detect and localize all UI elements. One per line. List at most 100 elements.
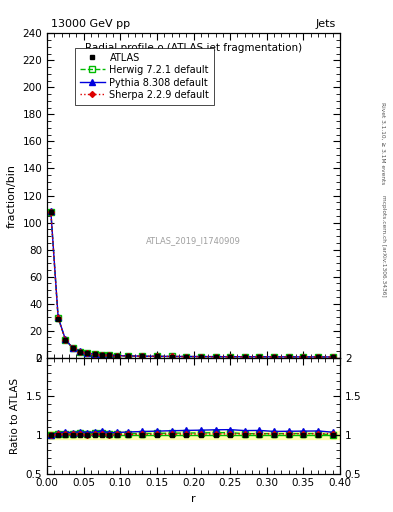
Bar xyxy=(47,431,340,439)
ATLAS xyxy=(184,353,189,359)
Text: Jets: Jets xyxy=(316,19,336,29)
Pythia 8.308 default xyxy=(169,353,174,359)
Pythia 8.308 default xyxy=(213,354,218,360)
Pythia 8.308 default xyxy=(316,354,320,360)
Herwig 7.2.1 default xyxy=(242,354,247,360)
Pythia 8.308 default xyxy=(228,354,233,360)
Sherpa 2.2.9 default xyxy=(100,352,105,358)
Pythia 8.308 default xyxy=(301,354,306,360)
Pythia 8.308 default xyxy=(140,353,145,359)
Sherpa 2.2.9 default xyxy=(114,353,119,359)
ATLAS xyxy=(63,337,68,343)
Sherpa 2.2.9 default xyxy=(85,350,90,356)
Herwig 7.2.1 default xyxy=(257,354,262,360)
Herwig 7.2.1 default xyxy=(78,349,83,355)
Pythia 8.308 default xyxy=(330,354,335,360)
Text: Rivet 3.1.10, ≥ 3.1M events: Rivet 3.1.10, ≥ 3.1M events xyxy=(381,102,386,184)
Sherpa 2.2.9 default xyxy=(56,315,61,322)
Sherpa 2.2.9 default xyxy=(272,354,276,360)
Y-axis label: Ratio to ATLAS: Ratio to ATLAS xyxy=(10,378,20,454)
Herwig 7.2.1 default xyxy=(154,353,159,359)
Sherpa 2.2.9 default xyxy=(257,354,262,360)
Line: ATLAS: ATLAS xyxy=(48,209,335,359)
Pythia 8.308 default xyxy=(242,354,247,360)
Line: Pythia 8.308 default: Pythia 8.308 default xyxy=(48,208,335,360)
Herwig 7.2.1 default xyxy=(213,354,218,360)
Herwig 7.2.1 default xyxy=(56,315,61,321)
ATLAS xyxy=(78,349,83,355)
Sherpa 2.2.9 default xyxy=(107,352,112,358)
Text: 13000 GeV pp: 13000 GeV pp xyxy=(51,19,130,29)
Herwig 7.2.1 default xyxy=(100,352,105,358)
Herwig 7.2.1 default xyxy=(184,353,189,359)
ATLAS xyxy=(242,354,247,360)
Herwig 7.2.1 default xyxy=(107,352,112,358)
Sherpa 2.2.9 default xyxy=(125,353,130,359)
Herwig 7.2.1 default xyxy=(125,353,130,359)
ATLAS xyxy=(107,352,112,358)
Y-axis label: fraction/bin: fraction/bin xyxy=(7,163,17,227)
Herwig 7.2.1 default xyxy=(330,354,335,360)
Sherpa 2.2.9 default xyxy=(184,353,189,359)
ATLAS xyxy=(70,345,75,351)
Pythia 8.308 default xyxy=(92,351,97,357)
ATLAS xyxy=(92,351,97,357)
ATLAS xyxy=(48,209,53,215)
Pythia 8.308 default xyxy=(85,350,90,356)
Sherpa 2.2.9 default xyxy=(78,349,83,355)
Herwig 7.2.1 default xyxy=(286,354,291,360)
Pythia 8.308 default xyxy=(63,336,68,343)
Pythia 8.308 default xyxy=(48,208,53,214)
Sherpa 2.2.9 default xyxy=(63,337,68,343)
Herwig 7.2.1 default xyxy=(272,354,276,360)
Herwig 7.2.1 default xyxy=(316,354,320,360)
Pythia 8.308 default xyxy=(272,354,276,360)
Pythia 8.308 default xyxy=(125,353,130,359)
Text: mcplots.cern.ch [arXiv:1306.3436]: mcplots.cern.ch [arXiv:1306.3436] xyxy=(381,195,386,296)
Sherpa 2.2.9 default xyxy=(140,353,145,359)
ATLAS xyxy=(56,315,61,322)
Pythia 8.308 default xyxy=(257,354,262,360)
Pythia 8.308 default xyxy=(286,354,291,360)
Pythia 8.308 default xyxy=(56,314,61,321)
Sherpa 2.2.9 default xyxy=(70,345,75,351)
Text: Radial profile ρ (ATLAS jet fragmentation): Radial profile ρ (ATLAS jet fragmentatio… xyxy=(85,43,302,53)
Sherpa 2.2.9 default xyxy=(330,354,335,360)
Pythia 8.308 default xyxy=(184,353,189,359)
Pythia 8.308 default xyxy=(198,353,203,359)
Sherpa 2.2.9 default xyxy=(198,354,203,360)
X-axis label: r: r xyxy=(191,494,196,504)
Herwig 7.2.1 default xyxy=(63,337,68,343)
Sherpa 2.2.9 default xyxy=(316,354,320,360)
ATLAS xyxy=(198,354,203,360)
ATLAS xyxy=(140,353,145,359)
ATLAS xyxy=(272,354,276,360)
Herwig 7.2.1 default xyxy=(228,354,233,360)
Herwig 7.2.1 default xyxy=(70,345,75,351)
Sherpa 2.2.9 default xyxy=(169,353,174,359)
Herwig 7.2.1 default xyxy=(48,209,53,215)
Herwig 7.2.1 default xyxy=(85,350,90,356)
Pythia 8.308 default xyxy=(154,353,159,359)
Pythia 8.308 default xyxy=(107,352,112,358)
ATLAS xyxy=(257,354,262,360)
Pythia 8.308 default xyxy=(114,353,119,359)
ATLAS xyxy=(301,354,306,360)
Text: ATLAS_2019_I1740909: ATLAS_2019_I1740909 xyxy=(146,237,241,245)
Sherpa 2.2.9 default xyxy=(213,354,218,360)
ATLAS xyxy=(154,353,159,359)
ATLAS xyxy=(169,353,174,359)
Pythia 8.308 default xyxy=(100,352,105,358)
ATLAS xyxy=(316,354,320,360)
ATLAS xyxy=(114,353,119,359)
Herwig 7.2.1 default xyxy=(198,354,203,360)
Line: Herwig 7.2.1 default: Herwig 7.2.1 default xyxy=(48,209,335,360)
Sherpa 2.2.9 default xyxy=(286,354,291,360)
Legend: ATLAS, Herwig 7.2.1 default, Pythia 8.308 default, Sherpa 2.2.9 default: ATLAS, Herwig 7.2.1 default, Pythia 8.30… xyxy=(75,48,214,105)
Sherpa 2.2.9 default xyxy=(242,354,247,360)
Pythia 8.308 default xyxy=(70,345,75,351)
ATLAS xyxy=(213,354,218,360)
ATLAS xyxy=(228,354,233,360)
Herwig 7.2.1 default xyxy=(169,353,174,359)
Sherpa 2.2.9 default xyxy=(154,353,159,359)
